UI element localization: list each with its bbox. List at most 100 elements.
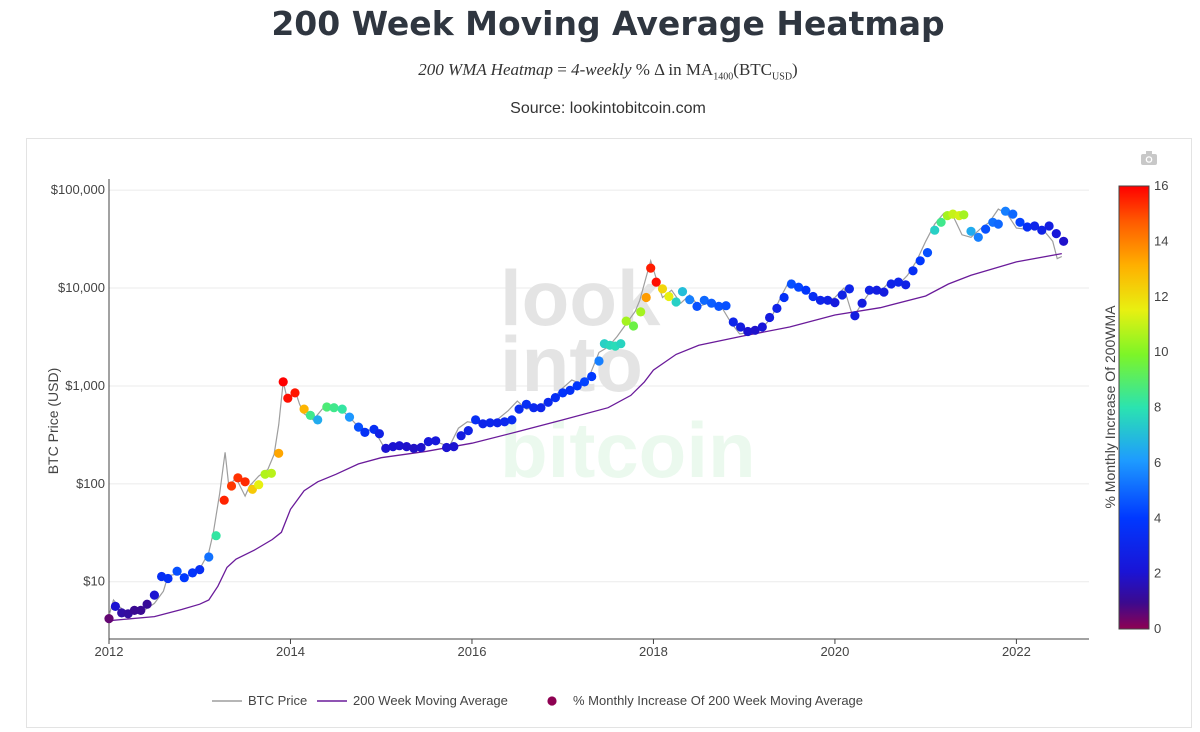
y-tick-label: $100 (76, 476, 105, 491)
heat-point (290, 388, 300, 398)
heat-point (565, 385, 575, 395)
heat-point (621, 316, 631, 326)
heat-point (915, 256, 925, 266)
heatmap-chart[interactable]: look into bitcoin $10$100$1,000$10,000$1… (27, 139, 1191, 727)
y-tick-label: $1,000 (65, 378, 105, 393)
heat-point (233, 473, 243, 483)
colorbar: 0 2 4 6 8 10 12 14 16 (1118, 178, 1168, 636)
colorbar-tick-label: 8 (1154, 400, 1161, 415)
heat-point (536, 403, 546, 413)
heat-point (360, 427, 370, 437)
heat-point (721, 301, 731, 311)
heat-point (757, 322, 767, 332)
heat-point (864, 285, 875, 295)
heat-point (973, 232, 983, 242)
heat-point (1000, 206, 1011, 216)
heat-point (922, 248, 933, 258)
heat-point (901, 280, 911, 290)
colorbar-gradient (1118, 185, 1150, 630)
heat-point (219, 495, 229, 505)
heat-point (966, 226, 976, 236)
heat-point (179, 573, 189, 583)
camera-icon[interactable] (1141, 151, 1157, 165)
heat-point (381, 443, 391, 453)
heat-point (172, 566, 182, 576)
heat-point (442, 442, 452, 453)
heat-point (594, 356, 604, 366)
heat-point (1022, 222, 1032, 232)
heat-point (893, 277, 904, 287)
heat-point (136, 605, 146, 615)
legend-label: 200 Week Moving Average (353, 693, 508, 708)
heat-point (1030, 221, 1040, 231)
heat-point (677, 287, 688, 297)
heat-point (936, 217, 946, 227)
axes: $10 $100 $1,000 $10,000 $100,000 2012 2014 2016… (51, 179, 1089, 659)
heat-point (714, 301, 724, 311)
heat-point (572, 381, 582, 391)
heat-point (750, 325, 760, 335)
heat-point (456, 431, 466, 441)
heat-point (765, 312, 775, 323)
heat-point (507, 415, 517, 425)
colorbar-tick-label: 2 (1154, 566, 1161, 581)
heat-point (801, 285, 811, 295)
heat-point (850, 311, 860, 321)
heat-point (226, 481, 237, 491)
heat-point (959, 210, 969, 220)
heat-point (402, 442, 412, 452)
heat-point (908, 266, 918, 276)
heat-point (409, 443, 419, 453)
legend-label: BTC Price (248, 693, 307, 708)
heat-point (930, 225, 940, 235)
heat-point (872, 285, 882, 295)
heat-point (779, 292, 789, 303)
heat-point (1015, 217, 1025, 227)
page-title: 200 Week Moving Average Heatmap (271, 4, 945, 43)
colorbar-tick-label: 16 (1154, 178, 1168, 193)
heat-point (187, 568, 198, 578)
heat-point (329, 403, 339, 413)
heat-point (786, 279, 797, 289)
heat-point (353, 422, 364, 432)
heat-point (514, 404, 524, 414)
heat-point (521, 399, 531, 409)
heat-point (550, 393, 561, 403)
chart-panel: look into bitcoin $10 $100 $1,000 $10,000 $1… (26, 138, 1192, 728)
heat-point (543, 397, 553, 407)
heat-point (616, 339, 626, 349)
heat-point (1044, 221, 1054, 231)
heat-point (671, 297, 681, 307)
heat-point (129, 605, 139, 615)
watermark-into: into (500, 320, 643, 408)
heat-point (1051, 229, 1061, 239)
colorbar-tick-label: 6 (1154, 455, 1161, 470)
heat-point (344, 412, 355, 422)
heat-point (283, 393, 293, 403)
heat-point (646, 263, 656, 273)
y-tick-label: $10 (83, 574, 105, 589)
heat-point (857, 298, 867, 308)
heat-point (879, 287, 889, 297)
heat-point (313, 415, 323, 425)
heat-point (485, 418, 495, 428)
heat-point (266, 468, 276, 478)
y-tick-label: $10,000 (58, 280, 105, 295)
heat-point (471, 415, 481, 425)
x-tick-label: 2012 (95, 644, 124, 659)
heat-point (587, 371, 597, 382)
heat-point (374, 429, 384, 439)
heat-point (163, 573, 173, 584)
heat-point (657, 284, 668, 294)
heat-point (254, 480, 264, 490)
y-axis-title: BTC Price (USD) (45, 368, 61, 475)
heat-point (1037, 225, 1047, 235)
heat-point (195, 565, 205, 575)
grid-lines (109, 189, 1089, 583)
x-tick-label: 2020 (820, 644, 849, 659)
x-tick-label: 2022 (1002, 644, 1031, 659)
heat-point (886, 279, 896, 289)
heat-point (844, 284, 855, 294)
heat-points (104, 206, 1069, 624)
y-tick-label: $100,000 (51, 182, 105, 197)
